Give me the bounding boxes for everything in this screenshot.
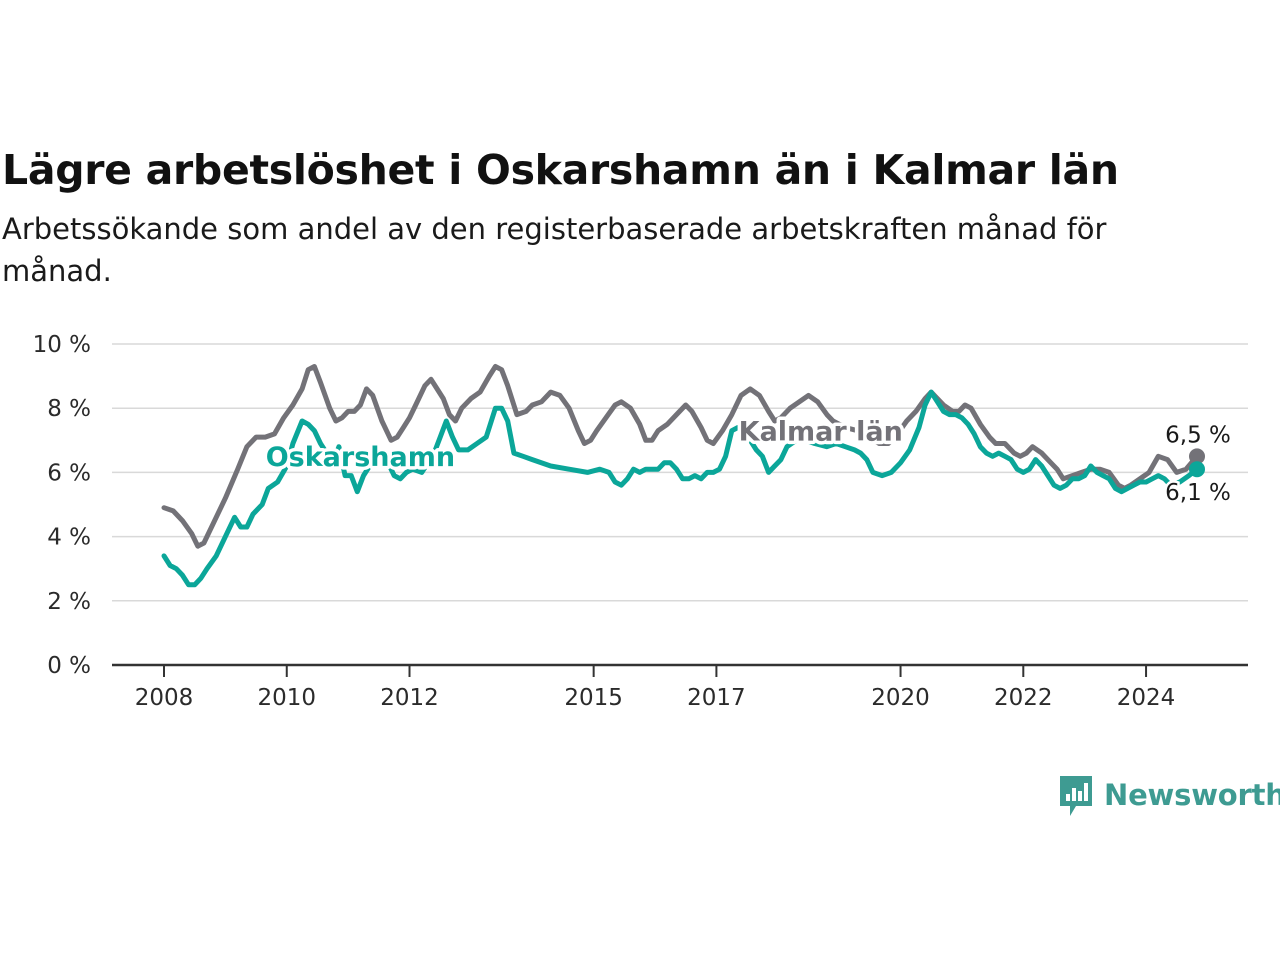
x-axis-tick-labels: 2008 2010 2012 2015 2017 2020 2022 2024 [135, 665, 1176, 711]
series-line-0 [161, 364, 1200, 549]
newsworthy-logo-icon [1060, 776, 1092, 816]
line-chart: 0 % 2 % 4 % 6 % 8 % 10 % 2008 2010 2012 2015 2017… [33, 332, 1248, 711]
x-tick-label: 2022 [994, 685, 1053, 711]
x-tick-label: 2017 [687, 685, 746, 711]
series-end-marker-0 [1189, 448, 1205, 465]
series-end-value-1: 6,1 % [1165, 480, 1231, 506]
y-axis-tick-labels: 0 % 2 % 4 % 6 % 8 % 10 % [33, 332, 91, 679]
x-tick-label: 2024 [1117, 685, 1176, 711]
series-label-1: Oskarshamn [266, 442, 455, 473]
series-end-value-0: 6,5 % [1165, 422, 1231, 448]
series-layer [161, 364, 1205, 588]
x-tick-label: 2012 [380, 685, 439, 711]
series-end-marker-1 [1189, 461, 1205, 478]
x-tick-label: 2010 [257, 685, 316, 711]
y-tick-label: 4 % [47, 525, 91, 551]
x-tick-label: 2008 [135, 685, 194, 711]
grid-layer [112, 343, 1248, 667]
y-tick-label: 6 % [47, 460, 91, 486]
series-label-0: Kalmar län [739, 416, 903, 447]
y-tick-label: 8 % [47, 396, 91, 422]
x-tick-label: 2015 [564, 685, 623, 711]
y-tick-label: 10 % [33, 332, 91, 358]
page-subtitle: Arbetssökande som andel av den registerb… [2, 212, 1107, 288]
page-title: Lägre arbetslöshet i Oskarshamn än i Kal… [2, 146, 1119, 194]
series-line-1 [161, 389, 1200, 588]
y-tick-label: 2 % [47, 589, 91, 615]
series-labels: Kalmar län 6,5 % Oskarshamn 6,1 % [262, 413, 1233, 509]
brand-name: Newsworthy [1104, 778, 1280, 812]
y-tick-label: 0 % [47, 653, 91, 679]
newsworthy-brand: Newsworthy [1058, 772, 1280, 818]
x-tick-label: 2020 [871, 685, 930, 711]
